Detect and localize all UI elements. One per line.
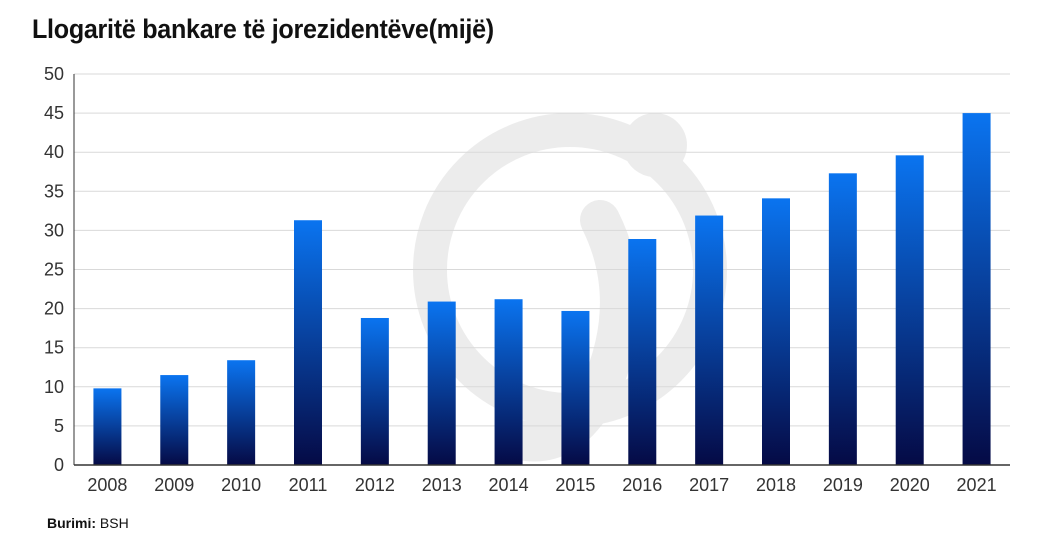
bar-2015 bbox=[561, 310, 590, 465]
bar-2018 bbox=[762, 198, 790, 465]
y-tick-label: 5 bbox=[54, 416, 64, 436]
x-tick-label: 2008 bbox=[87, 475, 127, 495]
bar-2017 bbox=[695, 215, 724, 465]
x-tick-label: 2014 bbox=[489, 475, 529, 495]
bar-2010 bbox=[227, 360, 256, 465]
bar-2019 bbox=[828, 173, 857, 465]
x-tick-label: 2015 bbox=[555, 475, 595, 495]
x-tick-label: 2009 bbox=[154, 475, 194, 495]
y-tick-label: 35 bbox=[44, 181, 64, 201]
y-axis-tick-labels: 0 5 10 15 20 25 30 35 40 45 50 bbox=[44, 64, 64, 475]
y-tick-label: 30 bbox=[44, 220, 64, 240]
source-note: Burimi: BSH bbox=[47, 515, 129, 531]
x-axis-tick-labels: 2008 2009 2010 2011 2012 2013 2014 2015 2016 2017… bbox=[87, 475, 996, 495]
x-tick-label: 2010 bbox=[221, 475, 261, 495]
y-tick-label: 10 bbox=[44, 377, 64, 397]
bar-2008 bbox=[93, 388, 122, 465]
x-tick-label: 2019 bbox=[823, 475, 863, 495]
x-tick-label: 2020 bbox=[890, 475, 930, 495]
bars bbox=[93, 113, 991, 465]
source-value: BSH bbox=[99, 515, 129, 531]
bar-2016 bbox=[628, 239, 657, 465]
x-tick-label: 2012 bbox=[355, 475, 395, 495]
x-tick-label: 2018 bbox=[756, 475, 796, 495]
bar-2021 bbox=[962, 113, 991, 465]
x-tick-label: 2017 bbox=[689, 475, 729, 495]
bar-2013 bbox=[427, 301, 456, 465]
x-tick-label: 2013 bbox=[422, 475, 462, 495]
y-tick-label: 45 bbox=[44, 103, 64, 123]
y-tick-label: 40 bbox=[44, 142, 64, 162]
y-tick-label: 15 bbox=[44, 338, 64, 358]
y-tick-label: 20 bbox=[44, 299, 64, 319]
x-tick-label: 2016 bbox=[622, 475, 662, 495]
y-tick-label: 0 bbox=[54, 455, 64, 475]
source-label: Burimi: bbox=[47, 515, 96, 531]
bar-2014 bbox=[494, 299, 523, 465]
bar-2020 bbox=[895, 155, 924, 465]
x-tick-label: 2021 bbox=[957, 475, 997, 495]
axes bbox=[73, 74, 1010, 466]
y-tick-label: 25 bbox=[44, 260, 64, 280]
bar-2011 bbox=[294, 220, 322, 465]
chart-title: Llogaritë bankare të jorezidentëve(mijë) bbox=[32, 14, 494, 44]
y-tick-label: 50 bbox=[44, 64, 64, 84]
bar-2009 bbox=[160, 375, 189, 465]
x-tick-label: 2011 bbox=[289, 475, 328, 495]
bar-2012 bbox=[360, 317, 389, 465]
